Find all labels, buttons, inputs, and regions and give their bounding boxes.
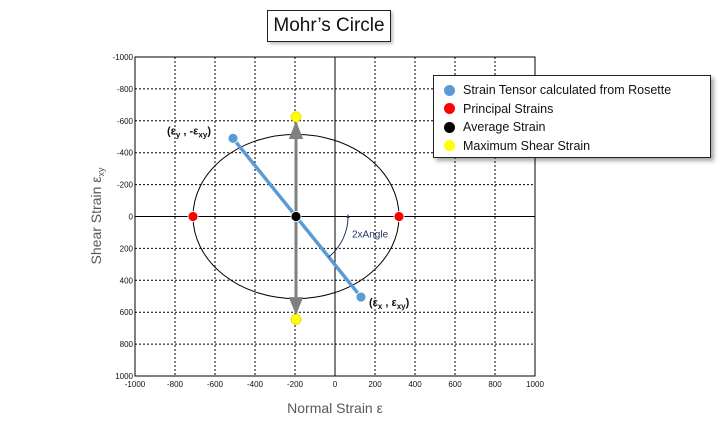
x-tick-labels: -1000 -800 -600 -400 -200 0 200 400 600 800 1000 xyxy=(125,380,545,389)
y-tick-label: 200 xyxy=(120,244,134,253)
point-ey-label: (εy , -εxy) xyxy=(167,125,211,139)
x-tick-label: 600 xyxy=(448,380,462,389)
legend-item-principal: Principal Strains xyxy=(444,100,710,119)
legend: Strain Tensor calculated from Rosette Pr… xyxy=(433,75,711,158)
chart-title: Mohr’s Circle xyxy=(267,10,391,42)
x-tick-label: -200 xyxy=(287,380,304,389)
legend-label-rosette: Strain Tensor calculated from Rosette xyxy=(463,83,672,98)
legend-dot-rosette xyxy=(444,84,455,96)
rosette-point xyxy=(355,291,367,303)
legend-label-average: Average Strain xyxy=(463,120,546,135)
legend-item-max-shear: Maximum Shear Strain xyxy=(444,137,710,156)
y-tick-label: 800 xyxy=(120,340,134,349)
y-tick-label: 600 xyxy=(120,308,134,317)
x-tick-label: -400 xyxy=(247,380,264,389)
legend-dot-principal xyxy=(444,103,455,115)
x-tick-label: 1000 xyxy=(526,380,544,389)
average-strain-point xyxy=(290,211,302,222)
legend-dot-average xyxy=(444,121,455,133)
x-tick-label: 0 xyxy=(333,380,338,389)
x-tick-label: 200 xyxy=(368,380,382,389)
legend-label-max-shear: Maximum Shear Strain xyxy=(463,138,591,153)
x-tick-label: 800 xyxy=(488,380,502,389)
legend-item-average: Average Strain xyxy=(444,118,710,137)
point-ex-label: (εx , εxy) xyxy=(369,297,410,311)
y-tick-label: 1000 xyxy=(115,372,133,381)
y-tick-label: 0 xyxy=(129,213,134,222)
y-tick-label: -200 xyxy=(117,181,134,190)
x-axis-title: Normal Strain ε xyxy=(287,400,383,416)
legend-dot-max-shear xyxy=(444,140,455,152)
y-tick-labels: -1000 -800 -600 -400 -200 0 200 400 600 800 1000 xyxy=(113,53,134,381)
legend-label-principal: Principal Strains xyxy=(463,101,554,116)
y-tick-label: -400 xyxy=(117,149,134,158)
y-tick-label: -1000 xyxy=(113,53,134,62)
max-shear-point xyxy=(290,313,302,325)
x-tick-label: -800 xyxy=(167,380,184,389)
y-axis-title: Shear Strain εxy xyxy=(88,167,106,264)
x-tick-label: -600 xyxy=(207,380,224,389)
y-tick-label: 400 xyxy=(120,276,134,285)
rosette-point xyxy=(227,132,239,144)
angle-arc xyxy=(328,214,350,258)
principal-strain-point xyxy=(393,211,405,222)
x-tick-label: 400 xyxy=(408,380,422,389)
legend-item-rosette: Strain Tensor calculated from Rosette xyxy=(444,81,710,100)
x-tick-label: -1000 xyxy=(125,380,146,389)
angle-label: 2xAngle xyxy=(352,230,389,241)
y-tick-label: -800 xyxy=(117,85,134,94)
y-tick-label: -600 xyxy=(117,117,134,126)
max-shear-point xyxy=(290,111,302,123)
principal-strain-point xyxy=(187,211,199,222)
data-points xyxy=(187,111,405,325)
